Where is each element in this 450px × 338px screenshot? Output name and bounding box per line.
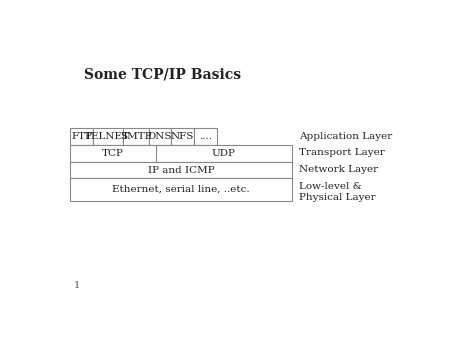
Text: FTP: FTP xyxy=(71,132,92,141)
Text: SMTP: SMTP xyxy=(120,132,151,141)
Text: Ethernet, serial line, ..etc.: Ethernet, serial line, ..etc. xyxy=(112,185,250,194)
Bar xyxy=(93,128,122,145)
Bar xyxy=(70,128,93,145)
Bar xyxy=(148,128,171,145)
Text: Some TCP/IP Basics: Some TCP/IP Basics xyxy=(84,68,241,82)
Text: IP and ICMP: IP and ICMP xyxy=(148,166,214,174)
Text: 1: 1 xyxy=(74,282,80,290)
Text: NFS: NFS xyxy=(171,132,194,141)
Text: Transport Layer: Transport Layer xyxy=(299,148,384,158)
Text: Application Layer: Application Layer xyxy=(299,131,392,141)
Text: TCP: TCP xyxy=(102,149,124,158)
Bar xyxy=(122,128,148,145)
Bar xyxy=(70,145,292,162)
Bar xyxy=(194,128,217,145)
Bar xyxy=(70,162,292,178)
Text: TELNET: TELNET xyxy=(85,132,130,141)
Bar xyxy=(171,128,194,145)
Bar xyxy=(70,178,292,201)
Text: Low-level &
Physical Layer: Low-level & Physical Layer xyxy=(299,182,375,202)
Text: ....: .... xyxy=(199,132,212,141)
Text: Network Layer: Network Layer xyxy=(299,165,378,174)
Text: UDP: UDP xyxy=(212,149,236,158)
Text: DNS: DNS xyxy=(148,132,172,141)
